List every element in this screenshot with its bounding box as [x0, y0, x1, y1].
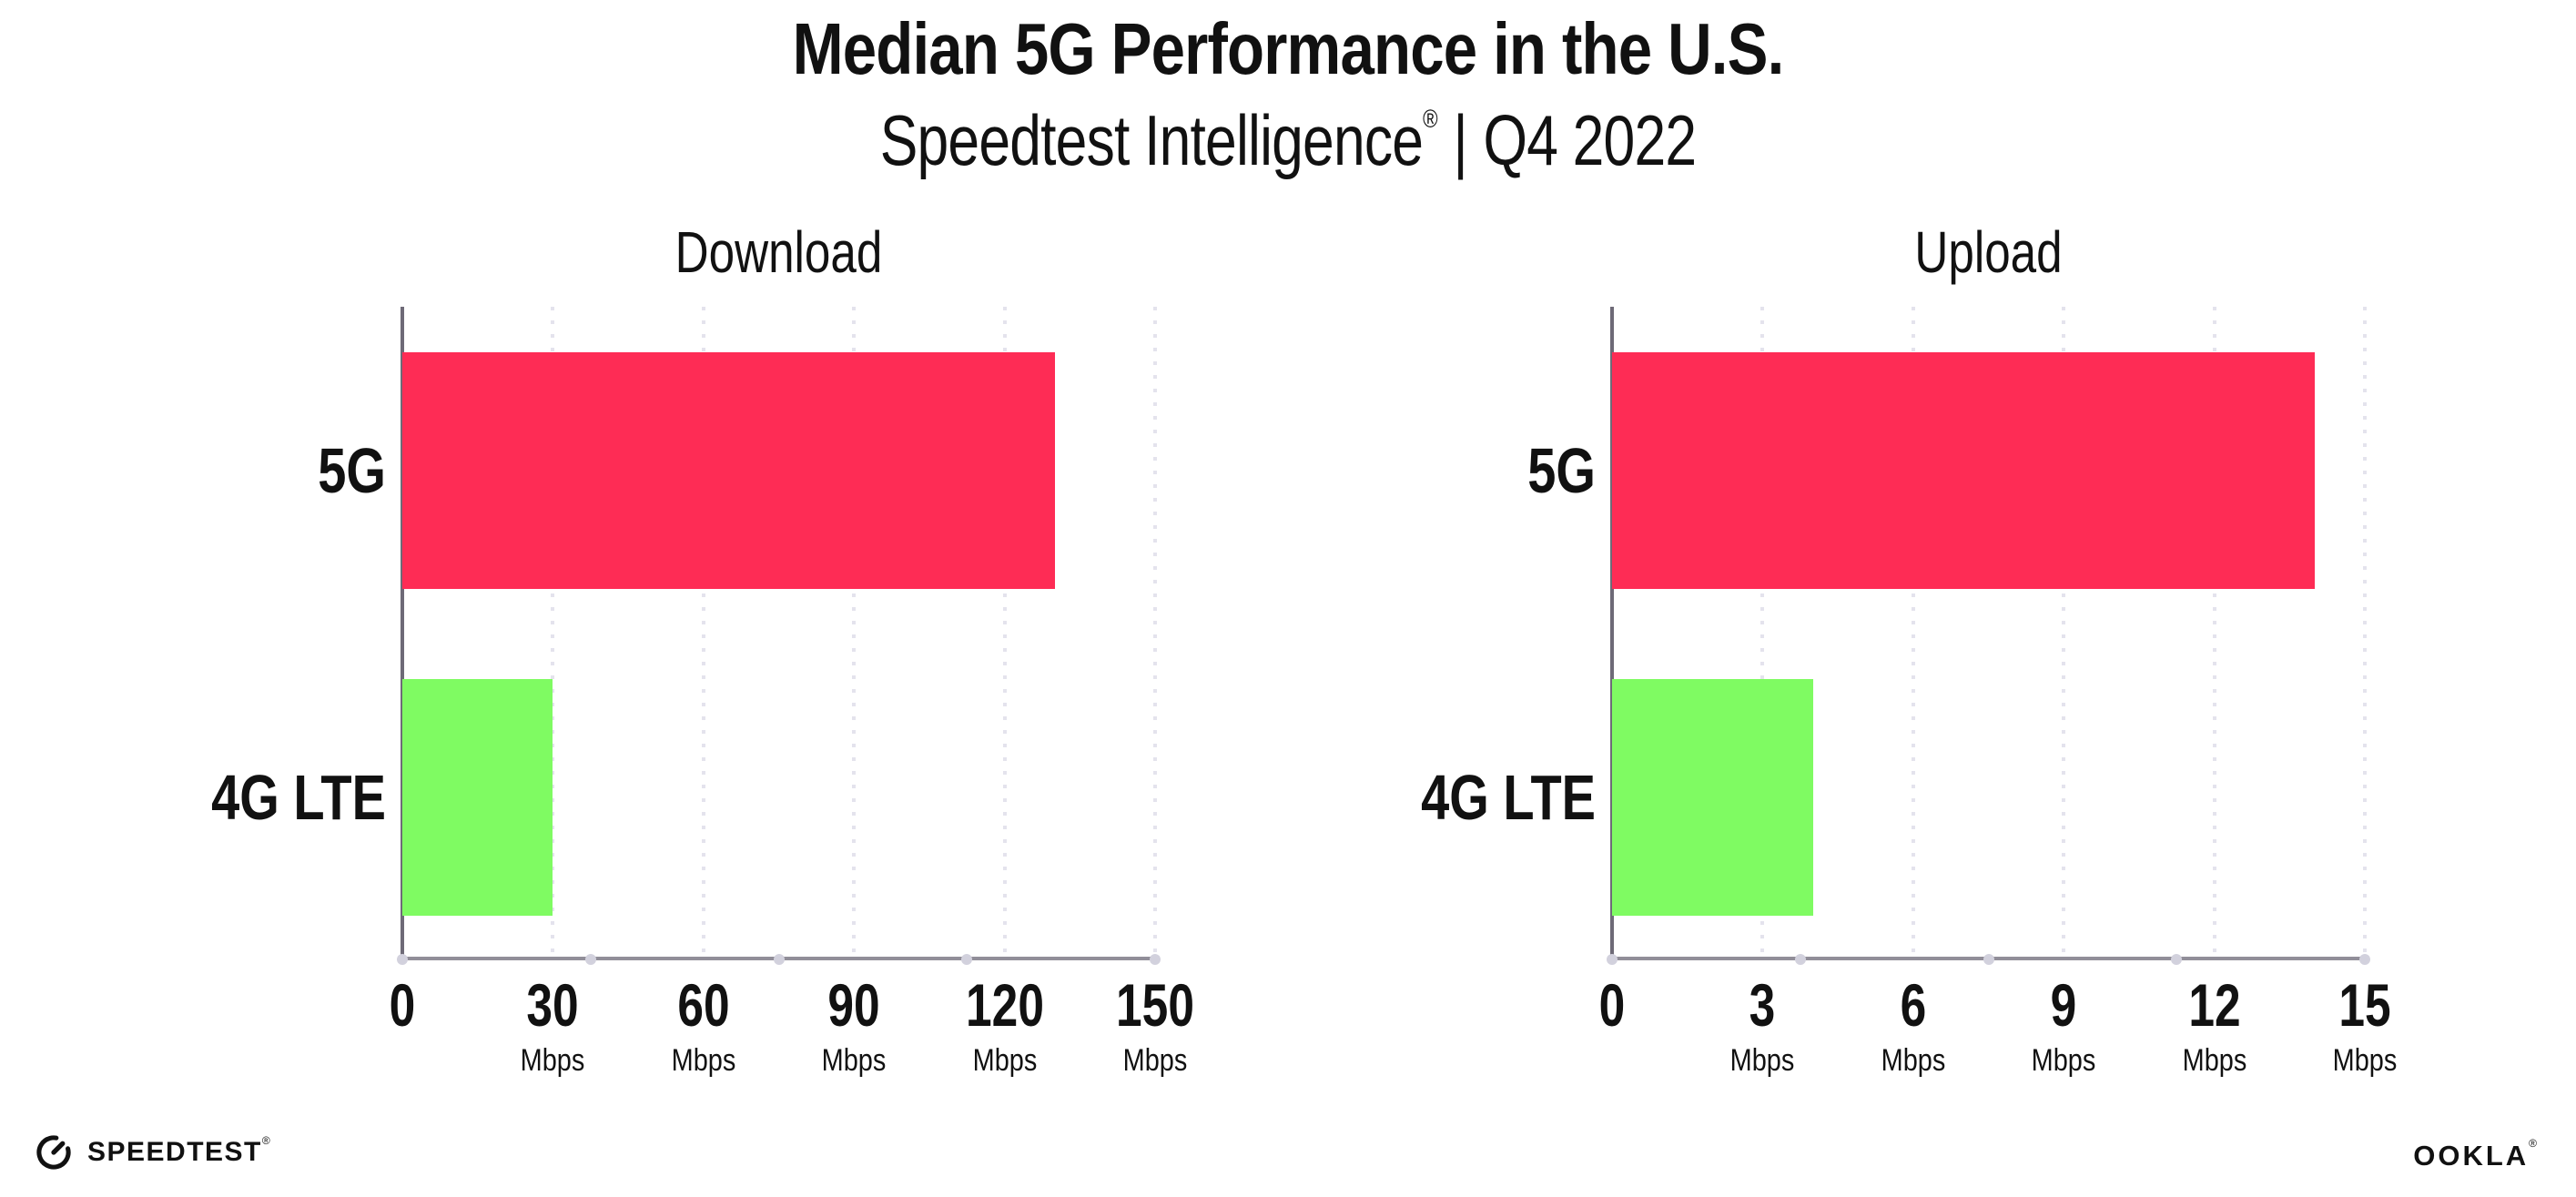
x-tick-0: 0	[1598, 971, 1626, 1039]
x-tick-3: 3 Mbps	[1730, 971, 1795, 1079]
gridline	[1760, 307, 1765, 959]
download-chart: Download 0 30 Mbps 60 Mbps 90 Mbps 120 Mbps 150 Mb…	[0, 209, 1288, 1129]
category-label-5g: 5G	[1527, 435, 1596, 506]
bar-4g-lte	[1612, 679, 1813, 916]
y-axis-line	[401, 307, 404, 959]
x-tick-30: 30 Mbps	[521, 971, 585, 1079]
upload-x-axis-ticks: 0 3 Mbps 6 Mbps 9 Mbps 12 Mbps 15 Mbps	[1599, 971, 2398, 1129]
page-title: Median 5G Performance in the U.S.	[792, 8, 1785, 89]
upload-plot-area	[1607, 307, 2370, 965]
download-chart-title: Download	[674, 219, 883, 285]
subtitle-period: Q4 2022	[1483, 100, 1697, 180]
x-tick-120: 120 Mbps	[965, 971, 1044, 1079]
ookla-logo-text: OOKLA	[2413, 1140, 2530, 1172]
x-tick-150: 150 Mbps	[1116, 971, 1194, 1079]
bar-4g-lte	[402, 679, 553, 916]
registered-mark: ®	[1423, 105, 1437, 133]
axis-dot	[773, 954, 785, 965]
page-subtitle: Speedtest Intelligence® | Q4 2022	[258, 100, 2318, 180]
download-x-axis-ticks: 0 30 Mbps 60 Mbps 90 Mbps 120 Mbps 150 Mbps	[390, 971, 1194, 1129]
axis-dot	[584, 954, 596, 965]
registered-mark: ®	[261, 1134, 272, 1147]
axis-dot	[1983, 954, 1994, 965]
gridline	[1153, 307, 1157, 959]
axis-dot	[1150, 954, 1161, 965]
x-tick-12: 12 Mbps	[2182, 971, 2246, 1079]
download-plot-area	[397, 307, 1161, 965]
speedtest-logo-text: SPEEDTEST®	[87, 1134, 272, 1167]
gridline	[1911, 307, 1915, 959]
axis-dot	[2359, 954, 2370, 965]
axis-dot	[1794, 954, 1806, 965]
x-tick-60: 60 Mbps	[671, 971, 736, 1079]
ookla-logo: OOKLA®	[2413, 1138, 2540, 1172]
x-tick-9: 9 Mbps	[2031, 971, 2096, 1079]
gridline	[2212, 307, 2216, 959]
axis-dot	[961, 954, 973, 965]
upload-chart: Upload 0 3 Mbps 6 Mbps 9 Mbps 12 Mbps 15 Mbps 5G 4G…	[1210, 209, 2498, 1129]
category-label-4g-lte: 4G LTE	[1421, 762, 1596, 833]
speedtest-logo: SPEEDTEST®	[33, 1131, 271, 1173]
x-tick-15: 15 Mbps	[2332, 971, 2398, 1079]
speedtest-gauge-icon	[36, 1135, 71, 1170]
x-tick-90: 90 Mbps	[821, 971, 887, 1079]
upload-chart-title: Upload	[1914, 219, 2063, 285]
gridline	[551, 307, 555, 959]
y-axis-line	[1610, 307, 1614, 959]
bar-5g	[1612, 352, 2315, 589]
gridline	[701, 307, 705, 959]
bar-5g	[402, 352, 1055, 589]
axis-dot	[1607, 954, 1618, 965]
subtitle-separator: |	[1453, 100, 1467, 180]
category-label-4g-lte: 4G LTE	[211, 762, 386, 833]
axis-dot	[2171, 954, 2183, 965]
subtitle-brand: Speedtest Intelligence	[879, 100, 1424, 180]
registered-mark: ®	[2529, 1137, 2540, 1150]
x-tick-0: 0	[389, 971, 416, 1039]
gridline	[852, 307, 857, 959]
x-tick-6: 6 Mbps	[1881, 971, 1946, 1079]
axis-dot	[397, 954, 408, 965]
gridline	[2363, 307, 2367, 959]
gridline	[1002, 307, 1007, 959]
gridline	[2062, 307, 2066, 959]
category-label-5g: 5G	[318, 435, 386, 506]
